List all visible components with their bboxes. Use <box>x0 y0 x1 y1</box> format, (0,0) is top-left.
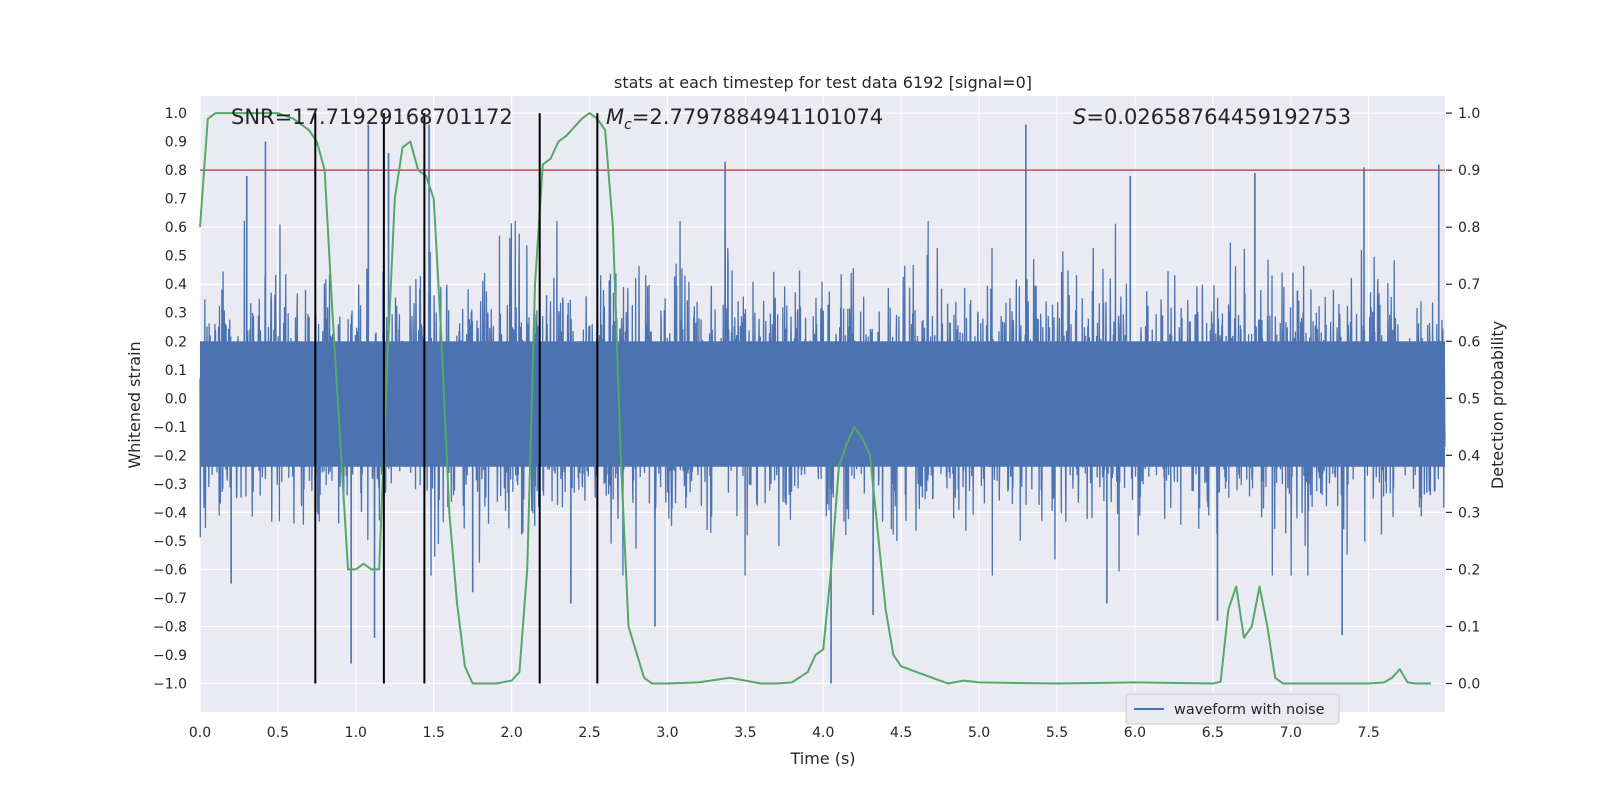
x-tick-label: 3.5 <box>734 725 756 741</box>
x-tick-label: 2.5 <box>578 725 600 741</box>
y-left-tick-label: 0.8 <box>165 163 187 179</box>
y-left-tick-label: −0.5 <box>153 534 187 550</box>
y-right-tick-label: 0.3 <box>1458 505 1480 521</box>
y-right-tick-label: 0.6 <box>1458 334 1480 350</box>
y-left-tick-label: 0.4 <box>165 277 187 293</box>
y-left-tick-label: −0.7 <box>153 591 187 607</box>
y-left-tick-label: −0.6 <box>153 562 187 578</box>
y-right-tick-label: 1.0 <box>1458 106 1480 122</box>
legend-box <box>1125 693 1340 725</box>
y-left-tick-label: −0.2 <box>153 448 187 464</box>
x-tick-label: 6.5 <box>1202 725 1224 741</box>
x-tick-label: 1.0 <box>345 725 367 741</box>
y-left-tick-label: 0.9 <box>165 135 187 151</box>
waveform-series <box>199 124 1446 684</box>
marker-lines <box>314 113 599 684</box>
y-right-tick-label: 0.2 <box>1458 562 1480 578</box>
y-right-tick-label: 0.8 <box>1458 220 1480 236</box>
x-tick-label: 5.5 <box>1046 725 1068 741</box>
chirp-mass-annotation: Mc=2.7797884941101074 <box>606 105 883 133</box>
y-axis-label-left: Whitened strain <box>125 341 144 468</box>
x-tick-label: 3.0 <box>656 725 678 741</box>
waveform-core <box>200 341 1445 467</box>
x-tick-label: 0.5 <box>267 725 289 741</box>
y-left-tick-label: −0.8 <box>153 619 187 635</box>
y-right-tick-label: 0.0 <box>1458 676 1480 692</box>
y-right-tick-labels: 1.0 0.9 0.8 0.7 0.6 0.5 0.4 0.3 0.2 0.1 0.0 <box>1446 106 1480 692</box>
legend: waveform with noise <box>1125 693 1340 725</box>
y-left-tick-label: −0.1 <box>153 420 187 436</box>
y-right-tick-label: 0.4 <box>1458 448 1480 464</box>
y-left-tick-label: 0.3 <box>165 306 187 322</box>
y-right-tick-label: 0.7 <box>1458 277 1480 293</box>
y-left-tick-label: 0.7 <box>165 192 187 208</box>
y-left-tick-label: −0.9 <box>153 648 187 664</box>
y-right-tick-label: 0.5 <box>1458 391 1480 407</box>
y-left-tick-label: 1.0 <box>165 106 187 122</box>
y-left-tick-label: 0.6 <box>165 220 187 236</box>
y-left-tick-label: 0.5 <box>165 249 187 265</box>
x-axis-label: Time (s) <box>789 749 855 768</box>
y-left-tick-label: 0.2 <box>165 334 187 350</box>
y-axis-label-right: Detection probability <box>1488 321 1507 489</box>
y-left-tick-label: −1.0 <box>153 676 187 692</box>
y-left-tick-label: 0.1 <box>165 363 187 379</box>
x-tick-label: 7.5 <box>1358 725 1380 741</box>
snr-annotation: SNR=17.71929168701172 <box>231 105 513 129</box>
x-tick-label: 6.0 <box>1124 725 1146 741</box>
legend-label: waveform with noise <box>1174 702 1325 718</box>
x-tick-label: 2.0 <box>501 725 523 741</box>
x-tick-label: 0.0 <box>189 725 211 741</box>
probability-line <box>199 112 1431 685</box>
y-right-tick-label: 0.9 <box>1458 163 1480 179</box>
y-left-tick-label: −0.4 <box>153 505 187 521</box>
y-left-tick-labels: 1.0 0.9 0.8 0.7 0.6 0.5 0.4 0.3 0.2 0.1 0.0 −0.1 −0.… <box>153 106 187 692</box>
chart-title: stats at each timestep for test data 619… <box>614 73 1032 92</box>
x-tick-labels: 0.0 0.5 1.0 1.5 2.0 2.5 3.0 3.5 4.0 4.5 5.0 5.5 6.0 6… <box>189 725 1380 741</box>
x-tick-label: 7.0 <box>1280 725 1302 741</box>
y-left-tick-label: 0.0 <box>165 391 187 407</box>
x-tick-label: 1.5 <box>423 725 445 741</box>
probability-series <box>199 112 1431 685</box>
x-tick-label: 5.0 <box>968 725 990 741</box>
s-annotation: S=0.02658764459192753 <box>1073 105 1351 129</box>
y-right-tick-label: 0.1 <box>1458 619 1480 635</box>
y-left-tick-label: −0.3 <box>153 477 187 493</box>
x-tick-label: 4.5 <box>890 725 912 741</box>
x-tick-label: 4.0 <box>812 725 834 741</box>
